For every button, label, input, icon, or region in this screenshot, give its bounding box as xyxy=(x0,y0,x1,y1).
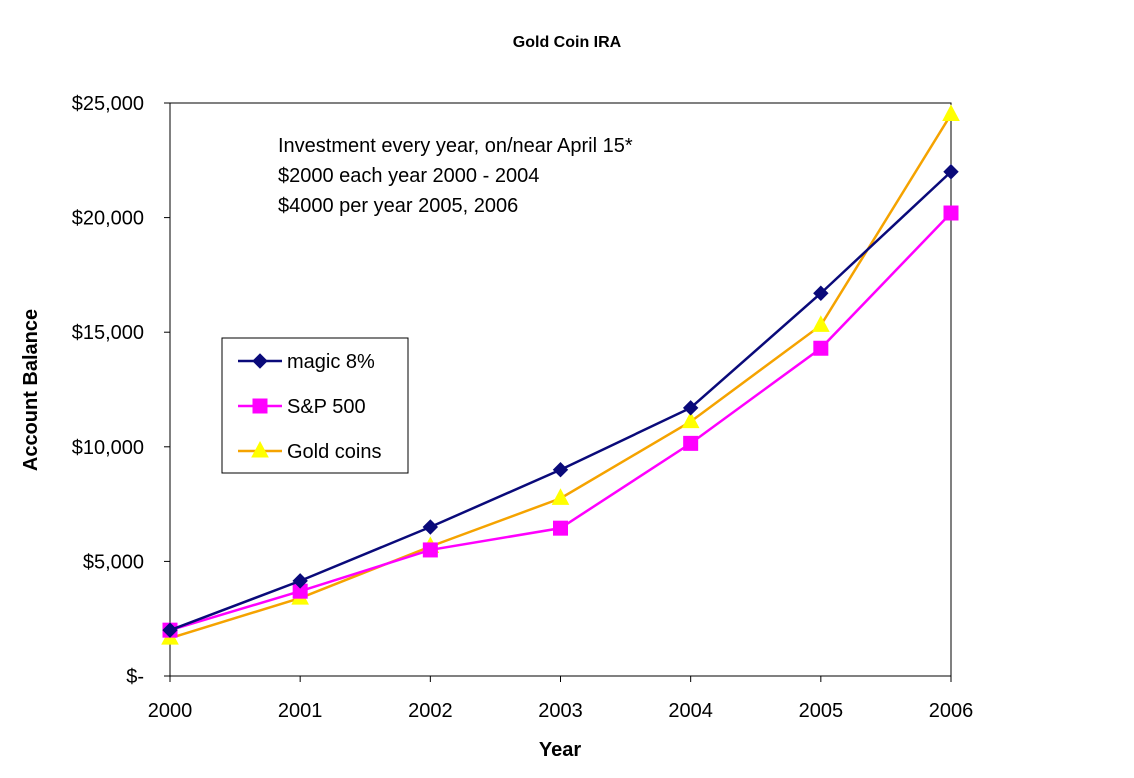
legend-label: Gold coins xyxy=(287,441,382,463)
y-tick-label: $25,000 xyxy=(72,93,144,115)
legend-label: magic 8% xyxy=(287,351,375,373)
y-tick-label: $5,000 xyxy=(83,551,144,573)
data-point xyxy=(162,622,178,638)
x-tick-label: 2001 xyxy=(278,700,323,722)
data-point xyxy=(422,542,438,558)
data-point xyxy=(682,400,699,416)
data-point xyxy=(943,205,959,221)
data-point xyxy=(551,488,570,505)
annotation-line: $4000 per year 2005, 2006 xyxy=(278,195,518,217)
data-point xyxy=(813,285,829,301)
data-point xyxy=(813,340,829,356)
series-magic-8- xyxy=(162,164,959,638)
data-point xyxy=(942,104,960,121)
legend-marker xyxy=(252,353,268,369)
legend-item: magic 8% xyxy=(238,351,375,373)
y-tick-label: $- xyxy=(126,666,144,688)
data-point xyxy=(681,411,700,429)
y-tick-label: $15,000 xyxy=(72,322,144,344)
annotation-line: $2000 each year 2000 - 2004 xyxy=(278,165,539,187)
x-tick-label: 2004 xyxy=(668,700,713,722)
y-axis: $- $5,000 $10,000 $15,000 $20,000 $25,000 xyxy=(72,93,170,688)
x-tick-label: 2005 xyxy=(799,700,844,722)
y-tick-label: $10,000 xyxy=(72,437,144,459)
legend-marker xyxy=(251,440,269,458)
data-point xyxy=(422,519,439,535)
y-tick-label: $20,000 xyxy=(72,208,144,230)
legend-marker xyxy=(252,398,268,414)
annotation-line: Investment every year, on/near April 15* xyxy=(278,135,633,157)
legend: magic 8% S&P 500 Gold coins xyxy=(221,337,409,474)
data-point xyxy=(553,520,568,536)
legend-item: S&P 500 xyxy=(238,396,366,418)
legend-item: Gold coins xyxy=(238,440,382,463)
x-axis-title: Year xyxy=(539,739,581,761)
x-tick-label: 2006 xyxy=(929,700,974,722)
x-tick-label: 2000 xyxy=(148,700,193,722)
series-layer xyxy=(161,104,960,645)
chart-title: Gold Coin IRA xyxy=(513,34,622,51)
x-tick-label: 2002 xyxy=(408,700,453,722)
legend-label: S&P 500 xyxy=(287,396,366,418)
data-point xyxy=(683,435,699,451)
data-point xyxy=(552,462,569,478)
data-point xyxy=(292,573,308,589)
x-axis: 2000 2001 2002 2003 2004 2005 2006 xyxy=(148,676,974,722)
x-tick-label: 2003 xyxy=(538,700,583,722)
annotation-text: Investment every year, on/near April 15*… xyxy=(278,135,633,217)
data-point xyxy=(943,164,959,180)
data-point xyxy=(811,315,830,332)
y-axis-title: Account Balance xyxy=(20,309,42,471)
